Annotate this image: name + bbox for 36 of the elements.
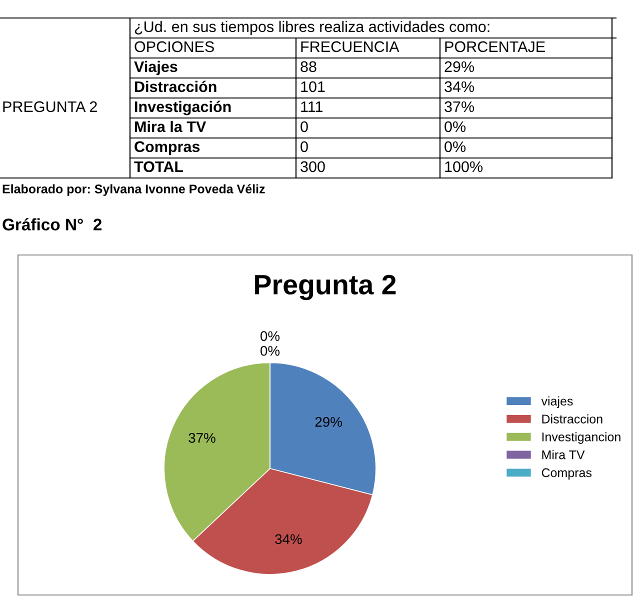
text: Elaborado por: Sylvana Ivonne Poveda Véliz (2, 184, 265, 196)
text: TOTAL (134, 161, 184, 172)
text: 0% (260, 346, 280, 356)
data-label: 29% (315, 416, 342, 427)
text: OPCIONES (134, 41, 214, 52)
text: 101 (301, 81, 325, 92)
text: 111 (301, 101, 322, 112)
text: Viajes (134, 60, 178, 76)
data-label: 34% (275, 534, 302, 544)
legend-label: Mira TV (542, 450, 585, 460)
data-label: 37% (188, 432, 216, 443)
text: 29% (444, 61, 474, 72)
text: FRECUENCIA (301, 41, 400, 52)
text: 88 (300, 61, 316, 72)
legend-label: Compras (542, 468, 592, 480)
text: Mira la TV (135, 120, 206, 132)
legend-label: Investigancion (542, 432, 620, 444)
text: 37% (444, 101, 474, 112)
text: PORCENTAJE (445, 41, 545, 52)
text: Investigación (135, 100, 231, 116)
text: Gráfico N° 2 (2, 218, 102, 230)
legend-label: viajes (541, 396, 573, 408)
text: 0% (444, 141, 466, 152)
text: 34% (444, 81, 474, 92)
text: Compras (134, 141, 200, 156)
text: 100% (445, 161, 483, 172)
text: 0% (444, 121, 466, 132)
text: Distracción (135, 80, 216, 92)
legend-label: Distraccion (542, 414, 602, 424)
text: 300 (300, 161, 325, 172)
text: PREGUNTA 2 (3, 101, 97, 112)
text: 0% (260, 331, 280, 341)
text: 0 (300, 121, 308, 132)
chart-title: Pregunta 2 (255, 274, 396, 300)
text: ¿Ud. en sus tiempos libres realiza actividades como: (134, 20, 490, 36)
text: 0 (300, 141, 308, 152)
